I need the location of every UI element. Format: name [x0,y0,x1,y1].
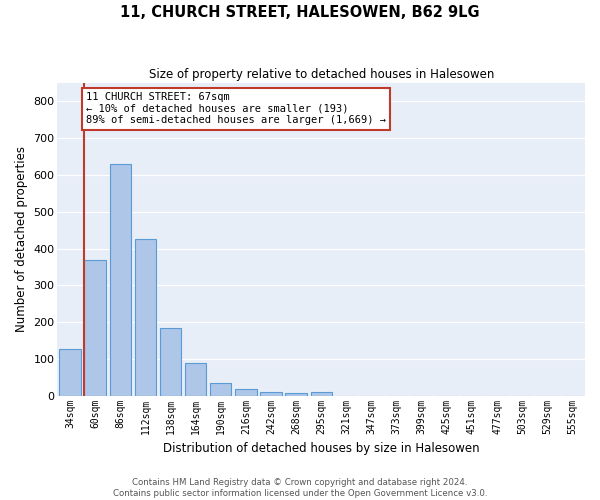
Title: Size of property relative to detached houses in Halesowen: Size of property relative to detached ho… [149,68,494,80]
Bar [235,389,257,396]
Bar [85,260,106,396]
Bar [135,240,156,396]
Bar [286,392,307,396]
Bar [311,392,332,396]
Text: 11, CHURCH STREET, HALESOWEN, B62 9LG: 11, CHURCH STREET, HALESOWEN, B62 9LG [120,5,480,20]
Bar [260,392,281,396]
Bar [185,364,206,396]
Bar [160,328,181,396]
Y-axis label: Number of detached properties: Number of detached properties [15,146,28,332]
Bar [210,383,232,396]
Bar [59,348,80,396]
X-axis label: Distribution of detached houses by size in Halesowen: Distribution of detached houses by size … [163,442,479,455]
Text: Contains HM Land Registry data © Crown copyright and database right 2024.
Contai: Contains HM Land Registry data © Crown c… [113,478,487,498]
Text: 11 CHURCH STREET: 67sqm
← 10% of detached houses are smaller (193)
89% of semi-d: 11 CHURCH STREET: 67sqm ← 10% of detache… [86,92,386,126]
Bar [110,164,131,396]
